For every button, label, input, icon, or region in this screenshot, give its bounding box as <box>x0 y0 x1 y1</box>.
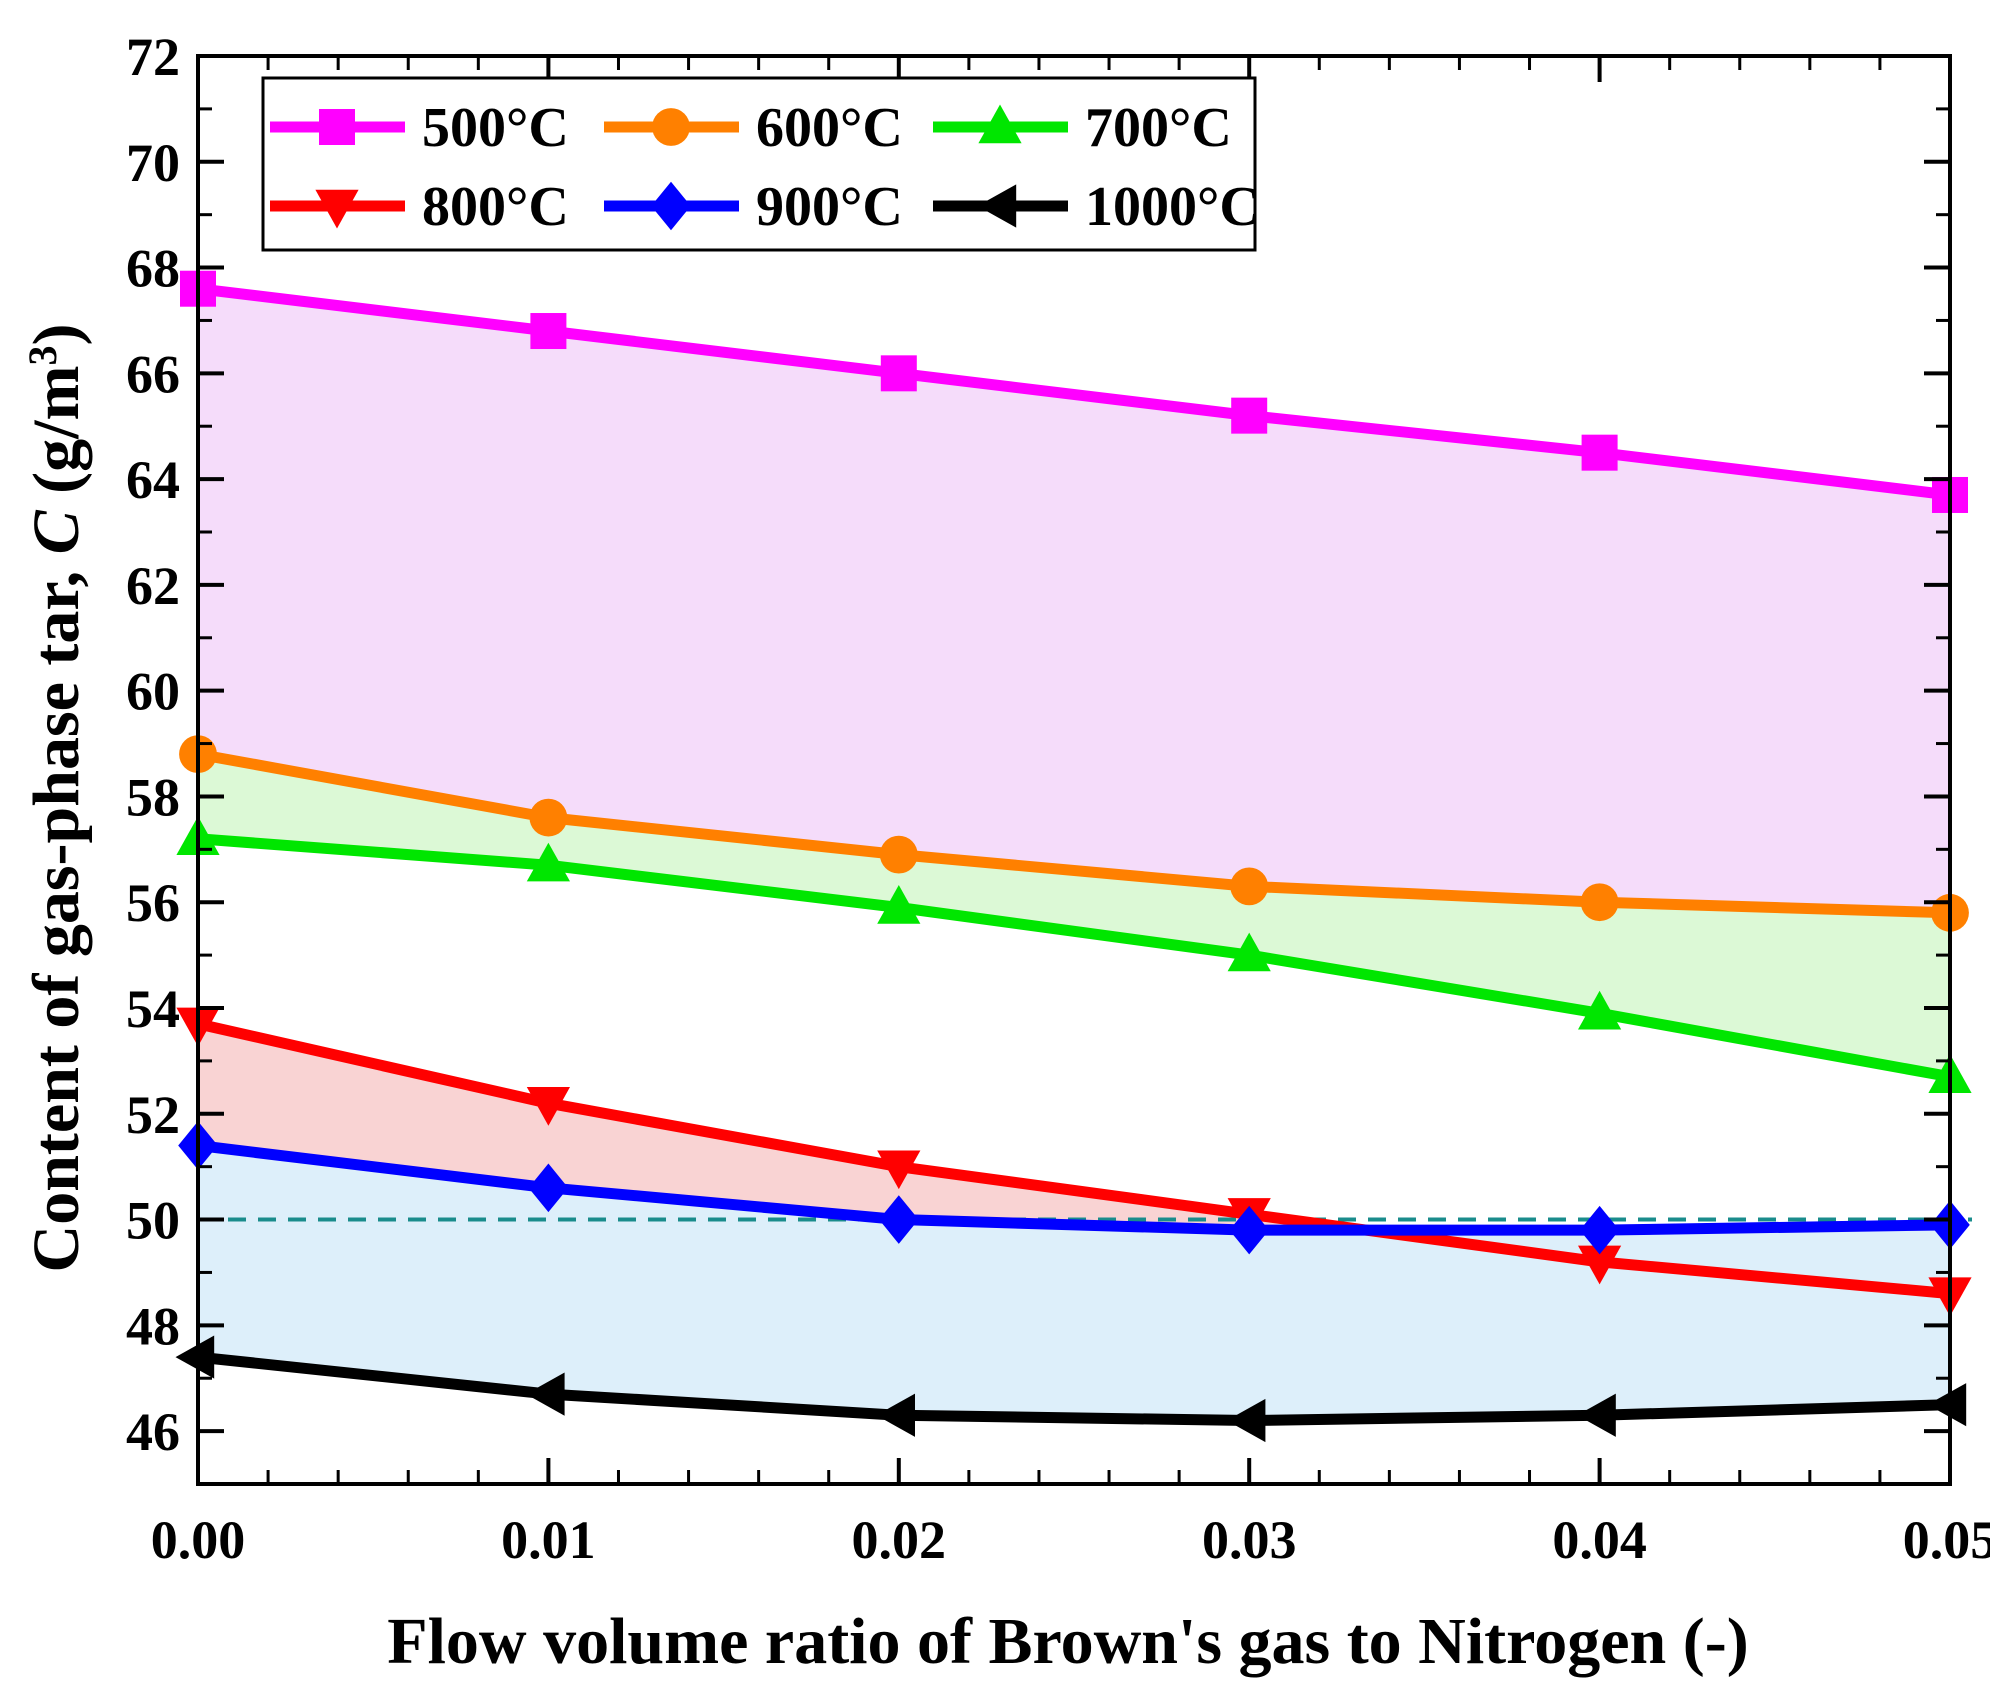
legend-label-500c: 500°C <box>422 97 569 159</box>
legend: 500°C 600°C 700°C 800°C 900°C 1000°C <box>261 76 1260 252</box>
marker-900c-4 <box>1579 1205 1620 1255</box>
y-axis-title-close: ) <box>20 324 93 346</box>
y-tick-label-12: 70 <box>126 133 180 193</box>
x-tick-label-4: 0.04 <box>1552 1510 1647 1570</box>
legend-marker-900c <box>651 181 691 231</box>
plot-frame <box>196 54 1952 1486</box>
marker-800c-2 <box>877 1150 921 1190</box>
x-tick-label-3: 0.03 <box>1202 1510 1297 1570</box>
y-tick-label-8: 62 <box>126 556 180 616</box>
marker-700c-3 <box>1227 932 1271 972</box>
legend-label-700c: 700°C <box>1085 97 1232 159</box>
y-tick-label-13: 72 <box>126 27 180 87</box>
marker-500c-2 <box>880 355 917 392</box>
marker-1000c-5 <box>1927 1383 1967 1427</box>
x-tick-label-5: 0.05 <box>1903 1510 1990 1570</box>
line-500c <box>198 283 1950 501</box>
legend-marker-700c <box>978 104 1022 144</box>
y-axis-title-unit: (g/m <box>20 366 93 511</box>
axes: 0.00 0.01 0.02 0.03 0.04 0.05 46 48 50 52 54 56 58 60… <box>126 27 1990 1570</box>
line-600c <box>198 748 1950 919</box>
y-tick-label-2: 50 <box>126 1191 180 1251</box>
marker-700c-1 <box>526 842 570 882</box>
y-axis-title-variable: C <box>20 509 93 554</box>
line-1000c <box>198 1351 1950 1427</box>
y-axis-title-superscript: 3 <box>20 346 65 366</box>
y-tick-label-6: 58 <box>126 767 180 827</box>
marker-700c-2 <box>877 885 921 924</box>
legend-marker-800c <box>315 189 359 229</box>
line-800c <box>198 1018 1950 1300</box>
fill-900c-1000c <box>198 1145 1950 1421</box>
y-tick-label-10: 66 <box>126 344 180 404</box>
marker-600c-4 <box>1580 883 1619 922</box>
line-700c <box>198 833 1950 1083</box>
legend-label-900c: 900°C <box>756 176 903 238</box>
marker-1000c-3 <box>1226 1398 1266 1443</box>
legend-label-800c: 800°C <box>422 176 569 238</box>
legend-marker-500c <box>319 109 355 145</box>
marker-500c-3 <box>1231 397 1268 434</box>
x-tick-label-2: 0.02 <box>852 1510 947 1570</box>
marker-1000c-4 <box>1577 1393 1616 1437</box>
x-tick-label-0: 0.00 <box>151 1510 246 1570</box>
y-axis-title-prefix: Content of gas-phase tar, <box>20 554 93 1272</box>
y-tick-label-0: 46 <box>126 1402 180 1462</box>
y-axis-title: Content of gas-phase tar, C (g/m3) <box>20 324 94 1273</box>
marker-1000c-2 <box>876 1393 915 1437</box>
marker-600c-3 <box>1230 867 1269 906</box>
legend-marker-600c <box>652 108 690 146</box>
y-tick-label-5: 56 <box>126 873 180 933</box>
marker-900c-2 <box>879 1195 919 1244</box>
y-tick-label-11: 68 <box>126 239 180 299</box>
marker-800c-1 <box>526 1087 570 1126</box>
y-tick-label-3: 52 <box>126 1085 180 1145</box>
y-tick-label-9: 64 <box>126 450 180 510</box>
marker-600c-1 <box>529 798 568 837</box>
marker-1000c-0 <box>175 1335 215 1379</box>
legend-box <box>261 76 1257 252</box>
marker-800c-4 <box>1578 1245 1622 1285</box>
legend-label-600c: 600°C <box>756 97 903 159</box>
marker-900c-1 <box>528 1163 569 1213</box>
x-tick-label-1: 0.01 <box>501 1510 596 1570</box>
marker-700c-4 <box>1578 990 1622 1030</box>
marker-500c-1 <box>530 313 567 350</box>
marker-500c-4 <box>1581 434 1618 471</box>
legend-label-1000c: 1000°C <box>1085 176 1260 238</box>
y-tick-label-4: 54 <box>126 979 180 1039</box>
y-tick-label-7: 60 <box>126 662 180 722</box>
marker-600c-2 <box>879 835 918 874</box>
marker-900c-3 <box>1229 1205 1269 1255</box>
legend-marker-1000c <box>977 184 1017 228</box>
x-axis-title: Flow volume ratio of Brown's gas to Nitr… <box>387 1605 1748 1678</box>
line-900c <box>198 1140 1950 1236</box>
y-tick-label-1: 48 <box>126 1296 180 1356</box>
series-lines <box>198 283 1950 1427</box>
marker-1000c-1 <box>525 1372 565 1416</box>
